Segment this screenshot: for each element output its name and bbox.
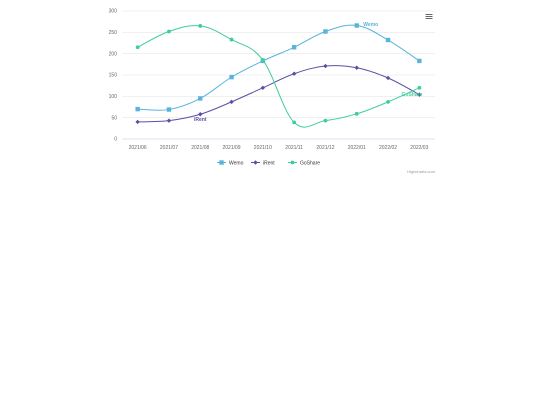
series-label-irent: iRent — [194, 117, 207, 123]
series-goshare — [135, 24, 422, 128]
data-point-irent[interactable] — [323, 63, 328, 69]
grid-lines — [122, 10, 435, 118]
data-point-goshare[interactable] — [354, 111, 359, 116]
data-point-goshare[interactable] — [135, 45, 140, 50]
data-point-wemo[interactable] — [229, 74, 234, 80]
legend-marker-wemo — [219, 160, 224, 165]
x-tick-label: 2021/07 — [160, 145, 178, 151]
y-axis-ticks: 0 50 100 150 200 250 300 — [109, 9, 118, 143]
data-point-goshare[interactable] — [229, 37, 234, 42]
data-point-irent[interactable] — [385, 75, 391, 81]
series-line-irent[interactable] — [137, 65, 420, 123]
credit-text[interactable]: Highcharts.com — [407, 169, 435, 174]
data-point-irent[interactable] — [291, 71, 297, 76]
data-point-irent[interactable] — [198, 112, 203, 117]
x-tick-label: 2021/12 — [316, 145, 334, 151]
legend-item-goshare[interactable]: GoShare — [288, 160, 320, 166]
x-tick-label: 2022/02 — [379, 145, 397, 151]
y-tick-label: 150 — [109, 73, 118, 79]
legend-label: GoShare — [300, 160, 320, 166]
data-point-irent[interactable] — [260, 85, 266, 90]
data-point-irent[interactable] — [229, 99, 234, 105]
data-point-goshare[interactable] — [292, 120, 297, 125]
data-point-goshare[interactable] — [323, 118, 328, 123]
x-tick-label: 2022/01 — [348, 145, 366, 151]
data-point-wemo[interactable] — [198, 96, 203, 101]
data-point-goshare[interactable] — [198, 24, 203, 28]
hamburger-menu-icon — [425, 14, 433, 19]
data-point-wemo[interactable] — [291, 45, 297, 50]
y-tick-label: 300 — [109, 9, 118, 15]
series-irent — [135, 63, 422, 125]
x-tick-label: 2021/10 — [254, 145, 272, 151]
series-lines — [135, 23, 422, 128]
legend: Wemo iRent GoShare — [217, 160, 320, 166]
x-tick-label: 2021/11 — [285, 145, 303, 151]
y-tick-label: 100 — [109, 94, 118, 100]
x-tick-label: 2021/06 — [129, 145, 147, 151]
legend-marker-irent — [253, 160, 258, 165]
y-tick-label: 0 — [114, 137, 117, 143]
legend-marker-goshare — [290, 160, 295, 165]
y-tick-label: 50 — [111, 115, 117, 121]
data-point-wemo[interactable] — [417, 58, 422, 64]
data-point-goshare[interactable] — [260, 58, 265, 62]
x-tick-label: 2021/09 — [223, 145, 241, 151]
x-tick-label: 2022/03 — [410, 145, 428, 151]
data-point-goshare[interactable] — [167, 29, 171, 34]
series-labels: Wemo iRent GoShare — [194, 22, 423, 123]
data-point-wemo[interactable] — [354, 23, 359, 28]
series-label-wemo: Wemo — [363, 22, 378, 28]
data-point-irent[interactable] — [354, 65, 359, 70]
data-point-irent[interactable] — [135, 119, 140, 125]
x-axis-ticks: 2021/06 2021/07 2021/08 2021/09 2021/10 2021/… — [129, 145, 429, 151]
legend-item-wemo[interactable]: Wemo — [217, 160, 244, 166]
data-point-wemo[interactable] — [166, 107, 172, 112]
data-point-goshare[interactable] — [417, 85, 422, 90]
data-point-irent[interactable] — [166, 118, 172, 123]
chart-menu-button[interactable] — [425, 13, 433, 20]
data-point-goshare[interactable] — [386, 99, 390, 104]
data-point-wemo[interactable] — [323, 29, 328, 34]
data-point-irent[interactable] — [417, 92, 422, 97]
series-label-goshare: GoShare — [402, 92, 423, 98]
y-tick-label: 250 — [109, 30, 118, 36]
y-tick-label: 200 — [109, 51, 118, 57]
legend-item-irent[interactable]: iRent — [251, 160, 275, 166]
data-point-wemo[interactable] — [385, 37, 391, 43]
series-wemo — [135, 23, 422, 112]
x-tick-label: 2021/08 — [191, 145, 209, 151]
legend-label: Wemo — [229, 160, 244, 166]
data-point-wemo[interactable] — [135, 106, 140, 112]
series-line-wemo[interactable] — [137, 24, 420, 111]
series-line-goshare[interactable] — [137, 25, 420, 128]
legend-label: iRent — [263, 160, 275, 166]
